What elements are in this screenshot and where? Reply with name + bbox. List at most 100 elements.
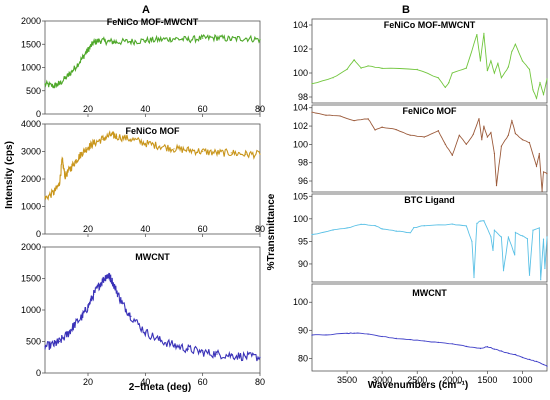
data-point — [116, 290, 118, 292]
series-line — [44, 33, 261, 89]
data-point — [465, 143, 467, 145]
y-tick-label: 2000 — [21, 174, 41, 184]
data-point — [423, 136, 425, 138]
data-point — [526, 238, 529, 240]
plot-title: FeNiCo MOF — [126, 126, 180, 136]
data-point — [483, 125, 485, 127]
data-point — [93, 293, 95, 295]
data-point — [423, 340, 425, 342]
data-point — [104, 276, 106, 278]
y-tick-label: 90 — [298, 259, 308, 269]
data-point — [395, 230, 397, 232]
y-tick-label: 500 — [26, 86, 41, 96]
data-point — [159, 39, 161, 41]
plot-title: MWCNT — [412, 288, 447, 298]
y-tick-label: 0 — [36, 229, 41, 239]
y-tick-label: 100 — [293, 297, 308, 307]
data-point — [451, 154, 453, 156]
x-tick-label: 40 — [140, 224, 150, 234]
data-point — [476, 222, 478, 224]
data-point — [546, 365, 548, 367]
data-point — [514, 254, 516, 256]
data-point — [93, 142, 95, 144]
data-point — [116, 135, 118, 137]
data-point — [353, 120, 355, 122]
y-tick-label: 1000 — [21, 305, 41, 315]
data-point — [458, 134, 460, 136]
data-point — [500, 77, 502, 79]
data-point — [507, 66, 509, 68]
data-point — [325, 114, 327, 116]
data-point — [87, 306, 89, 308]
y-tick-label: 90 — [298, 325, 308, 335]
data-point — [451, 72, 453, 74]
data-point — [409, 232, 411, 234]
data-point — [311, 334, 313, 336]
data-point — [413, 227, 415, 229]
data-point — [546, 173, 548, 175]
data-point — [486, 136, 488, 138]
data-point — [448, 82, 450, 84]
data-point — [542, 238, 545, 240]
x-tick-label: 2500 — [407, 375, 427, 385]
data-point — [144, 39, 146, 42]
x-tick-label: 40 — [140, 377, 150, 387]
x-tick-label: 80 — [255, 104, 265, 114]
data-point — [472, 133, 474, 135]
data-point — [58, 183, 60, 186]
data-point — [514, 231, 517, 233]
data-point — [173, 148, 175, 150]
data-point — [70, 167, 72, 169]
data-point — [490, 131, 492, 134]
data-point — [58, 83, 60, 85]
data-point — [481, 139, 483, 141]
data-point — [511, 50, 513, 53]
data-point — [465, 345, 467, 347]
y-tick-label: 0 — [36, 109, 41, 119]
y-tick-label: 1500 — [21, 39, 41, 49]
x-tick-label: 80 — [255, 377, 265, 387]
data-point — [110, 134, 112, 136]
data-point — [360, 67, 362, 69]
data-point — [159, 145, 161, 147]
data-point — [535, 97, 538, 99]
plot-frame — [311, 283, 548, 372]
x-tick-label: 1000 — [512, 375, 532, 385]
x-tick-label: 20 — [83, 377, 93, 387]
data-point — [521, 356, 524, 359]
panel-label-b: B — [402, 4, 410, 16]
data-point — [502, 270, 505, 272]
data-point — [381, 228, 383, 230]
data-point — [144, 142, 146, 144]
data-point — [528, 274, 531, 276]
data-point — [483, 220, 485, 222]
plot-title: FeNiCo MOF-MWCNT — [107, 17, 199, 27]
y-tick-label: 4000 — [21, 119, 41, 129]
data-point — [53, 344, 55, 346]
data-point — [216, 353, 218, 355]
data-point — [144, 331, 146, 333]
y-tick-label: 2000 — [21, 242, 41, 252]
data-point — [486, 346, 488, 348]
data-point — [521, 60, 524, 62]
data-point — [451, 343, 453, 345]
y-tick-label: 100 — [293, 139, 308, 149]
data-point — [202, 351, 204, 353]
data-point — [500, 236, 502, 238]
data-point — [245, 153, 247, 155]
data-point — [532, 229, 534, 231]
data-point — [360, 223, 362, 225]
data-point — [532, 89, 534, 91]
data-point — [409, 134, 411, 136]
data-point — [493, 348, 495, 350]
data-point — [546, 78, 548, 80]
y-tick-label: 102 — [293, 121, 308, 131]
data-point — [486, 70, 488, 72]
x-tick-label: 60 — [198, 104, 208, 114]
y-tick-label: 104 — [293, 103, 308, 113]
data-point — [476, 34, 478, 36]
data-point — [437, 130, 439, 132]
plot-frame — [311, 193, 548, 283]
data-point — [507, 236, 509, 238]
data-point — [381, 67, 383, 69]
